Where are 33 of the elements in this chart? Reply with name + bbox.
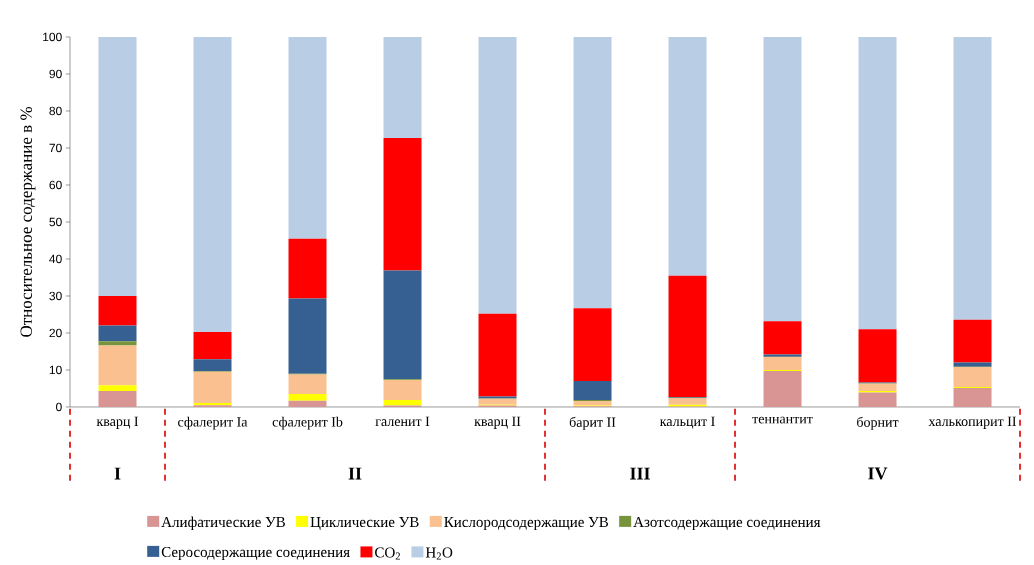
y-tick-label: 20 (49, 328, 62, 338)
x-tick-label: кварц II (474, 416, 521, 429)
x-tick-label: кальцит I (659, 416, 715, 429)
x-tick-label: сфалерит Ib (272, 416, 343, 430)
legend-label: H$_{2}$O (425, 547, 453, 560)
text: IV (868, 467, 888, 480)
y-tick-label: 100 (43, 32, 62, 42)
y-tick-label: 80 (49, 106, 62, 116)
legend-label: Циклические УВ (310, 517, 419, 531)
legend-label: Азотсодержащие соединения (633, 516, 821, 531)
legend-label: Кислородсодержащие УВ (444, 517, 609, 531)
x-tick-label: халькопирит II (928, 416, 1017, 429)
x-tick-label: теннантит (752, 416, 813, 424)
y-axis-title: Относительное содержание в % (20, 107, 36, 337)
text: III (630, 467, 650, 480)
y-tick-label: 10 (49, 365, 62, 375)
y-tick-label: 30 (49, 291, 62, 301)
text: I (114, 467, 121, 480)
x-tick-label: кварц I (96, 416, 139, 429)
y-tick-label: 50 (49, 217, 62, 227)
x-tick-label: борнит (857, 416, 899, 430)
y-tick-label: 40 (49, 254, 62, 264)
legend-label: Алифатические УВ (161, 516, 285, 531)
x-tick-label: галенит I (375, 416, 430, 427)
y-tick-label: 70 (49, 143, 62, 153)
legend-label: CO$_{2}$ (375, 547, 400, 560)
y-tick-label: 0 (56, 402, 62, 412)
text: II (348, 467, 362, 480)
x-tick-label: сфалерит Ia (178, 416, 248, 430)
y-tick-label: 60 (49, 180, 62, 190)
y-tick-label: 90 (49, 69, 62, 79)
x-tick-label: барит II (569, 416, 616, 430)
legend-label: Серосодержащие соединения (161, 546, 350, 561)
